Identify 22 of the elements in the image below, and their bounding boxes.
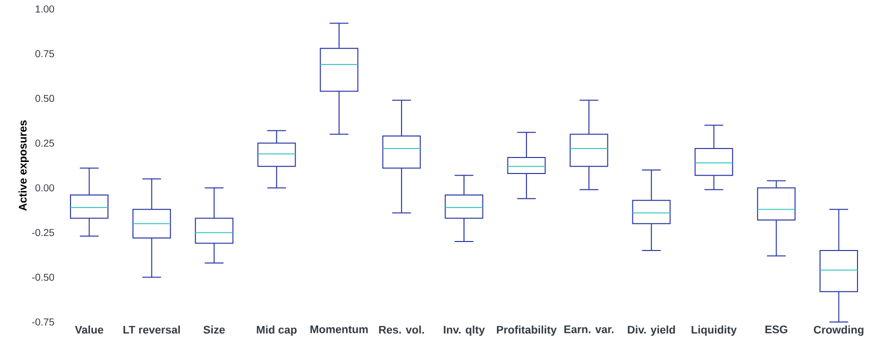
x-tick-label: Value [74,326,104,334]
x-tick-label: LT reversal [123,326,180,334]
x-tick-label: Earn. var. [564,326,614,334]
y-axis-title: Active exposures [18,120,29,211]
x-tick-label: Res. vol. [379,326,424,334]
y-tick-label: 0.25 [35,140,54,147]
x-tick-label: Momentum [310,326,368,334]
x-tick-label: ESG [765,326,788,334]
x-tick-label: Crowding [814,326,864,336]
y-tick-label: 0.50 [35,94,54,102]
x-tick-label: Liquidity [692,326,737,336]
y-tick-label: -0.25 [32,229,54,236]
x-tick-label: Mid cap [256,326,297,336]
y-tick-label: -0.75 [32,318,54,326]
x-tick-label: Profitability [496,326,557,336]
y-tick-label: -0.50 [32,274,54,281]
y-tick-label: 0.00 [35,184,54,192]
x-tick-label: Size [203,326,225,334]
y-tick-label: 1.00 [36,5,54,13]
y-tick-label: 0.75 [35,50,54,58]
x-tick-label: Div. yield [628,326,675,336]
x-tick-label: Inv. qlty [444,326,485,336]
